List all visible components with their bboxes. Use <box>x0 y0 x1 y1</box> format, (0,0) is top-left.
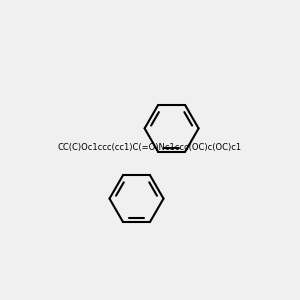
Text: CC(C)Oc1ccc(cc1)C(=O)Nc1ccc(OC)c(OC)c1: CC(C)Oc1ccc(cc1)C(=O)Nc1ccc(OC)c(OC)c1 <box>58 143 242 152</box>
